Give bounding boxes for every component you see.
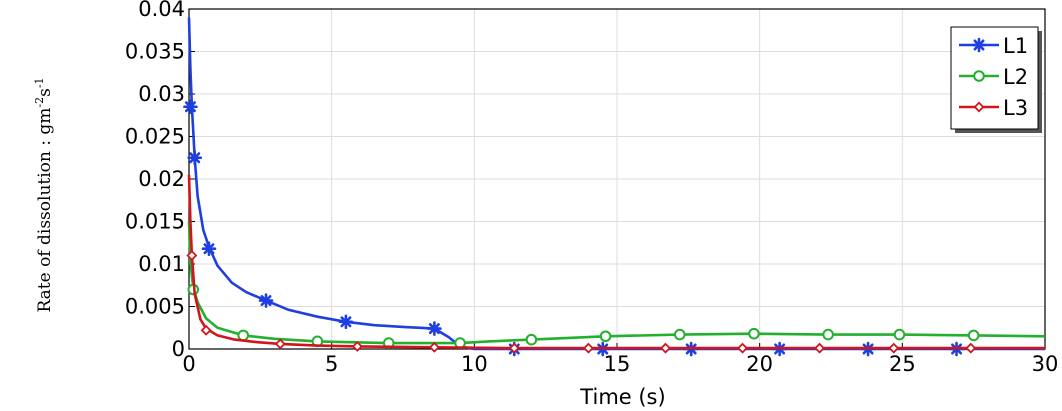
- legend-label-l2: L2: [1003, 65, 1028, 89]
- data-point-l2: [967, 329, 980, 342]
- data-point-l3: [186, 250, 198, 261]
- y-axis-title-s: s: [35, 88, 55, 97]
- y-tick-label: 0.015: [125, 210, 185, 234]
- data-point-l3: [660, 342, 671, 354]
- y-tick-label: 0.005: [125, 295, 185, 319]
- legend-item-l1: L1: [959, 34, 1028, 58]
- data-point-l2: [525, 333, 538, 346]
- x-tick-label: 20: [746, 352, 773, 376]
- data-point-l1: [338, 314, 354, 330]
- data-point-l2: [599, 330, 612, 343]
- data-point-l3: [582, 342, 594, 354]
- data-point-l3: [888, 342, 900, 354]
- data-point-l1: [201, 241, 217, 256]
- data-point-l3: [737, 342, 749, 354]
- y-axis-title-exp1: -2: [33, 97, 46, 108]
- data-point-l2: [673, 328, 686, 341]
- x-axis-title: Time (s): [579, 385, 665, 409]
- data-point-l2: [237, 329, 250, 342]
- data-point-l1: [187, 150, 203, 166]
- y-axis-title-main: Rate of dissolution : gm: [35, 108, 55, 313]
- data-point-l3: [508, 342, 520, 354]
- x-tick-label: 5: [325, 352, 338, 376]
- series-l3: [186, 174, 1045, 354]
- data-point-l1: [427, 321, 442, 336]
- data-point-l2: [748, 327, 760, 340]
- series-layer: [183, 17, 1046, 357]
- legend-label-l3: L3: [1003, 96, 1028, 120]
- data-point-l3: [965, 342, 977, 354]
- y-tick-label: 0: [172, 337, 185, 361]
- y-tick-label: 0.04: [138, 0, 185, 21]
- data-point-l2: [822, 328, 834, 341]
- legend-marker-l1: [971, 37, 987, 53]
- data-point-l2: [893, 328, 906, 341]
- legend-marker-l2: [973, 70, 985, 82]
- legend-item-l3: L3: [959, 96, 1028, 120]
- legend-label-l1: L1: [1003, 34, 1028, 58]
- data-point-l3: [428, 341, 440, 353]
- data-point-l3: [200, 324, 212, 336]
- y-tick-label: 0.02: [138, 167, 185, 191]
- series-line-l3: [187, 174, 1045, 350]
- x-tick-label: 25: [889, 352, 916, 376]
- tick-labels: 0 5 10 15 20 25 30 0 0.005 0.01 0.015 0.02 0.025 0.03…: [125, 0, 1058, 376]
- data-point-l1: [258, 293, 274, 308]
- y-axis-title: Rate of dissolution : gm-2s-1: [33, 77, 55, 312]
- data-point-l3: [351, 340, 363, 352]
- x-tick-label: 30: [1032, 352, 1059, 376]
- y-tick-label: 0.01: [138, 252, 185, 276]
- legend-marker-l3: [973, 101, 985, 113]
- y-tick-label: 0.025: [125, 125, 185, 149]
- series-line-l2: [187, 221, 1046, 345]
- x-tick-label: 0: [182, 352, 195, 376]
- data-point-l3: [274, 338, 286, 350]
- x-tick-label: 15: [604, 352, 631, 376]
- legend-item-l2: L2: [959, 65, 1028, 89]
- series-l2: [187, 221, 1046, 349]
- y-axis-title-exp2: -1: [33, 77, 46, 88]
- data-point-l3: [814, 342, 826, 354]
- x-tick-label: 10: [461, 352, 488, 376]
- y-tick-label: 0.035: [125, 40, 185, 64]
- data-point-l1: [183, 99, 198, 115]
- legend: L1 L2 L3: [950, 26, 1042, 133]
- y-tick-label: 0.03: [138, 82, 185, 106]
